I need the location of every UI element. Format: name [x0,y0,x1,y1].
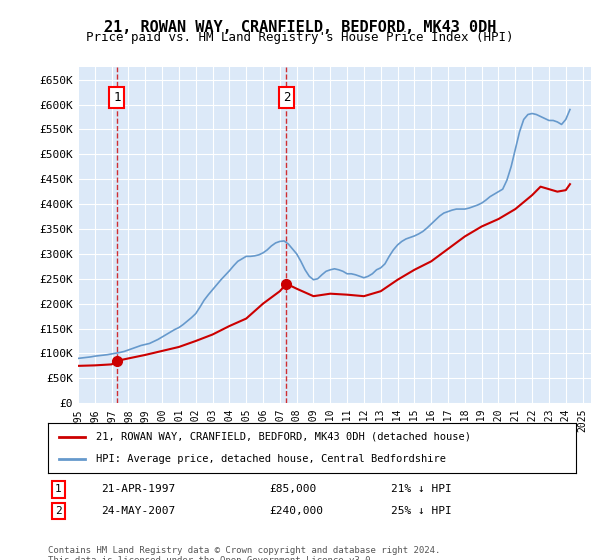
Text: 21-APR-1997: 21-APR-1997 [101,484,175,494]
Text: 21, ROWAN WAY, CRANFIELD, BEDFORD, MK43 0DH: 21, ROWAN WAY, CRANFIELD, BEDFORD, MK43 … [104,20,496,35]
Text: 2: 2 [283,91,290,104]
Text: 21, ROWAN WAY, CRANFIELD, BEDFORD, MK43 0DH (detached house): 21, ROWAN WAY, CRANFIELD, BEDFORD, MK43 … [95,432,470,442]
Text: HPI: Average price, detached house, Central Bedfordshire: HPI: Average price, detached house, Cent… [95,454,446,464]
Text: Contains HM Land Registry data © Crown copyright and database right 2024.
This d: Contains HM Land Registry data © Crown c… [48,546,440,560]
Text: 2: 2 [55,506,62,516]
Text: 25% ↓ HPI: 25% ↓ HPI [391,506,452,516]
Text: £85,000: £85,000 [270,484,317,494]
Text: 1: 1 [113,91,121,104]
Text: £240,000: £240,000 [270,506,324,516]
Text: 21% ↓ HPI: 21% ↓ HPI [391,484,452,494]
Text: 1: 1 [55,484,62,494]
Text: Price paid vs. HM Land Registry's House Price Index (HPI): Price paid vs. HM Land Registry's House … [86,31,514,44]
Text: 24-MAY-2007: 24-MAY-2007 [101,506,175,516]
